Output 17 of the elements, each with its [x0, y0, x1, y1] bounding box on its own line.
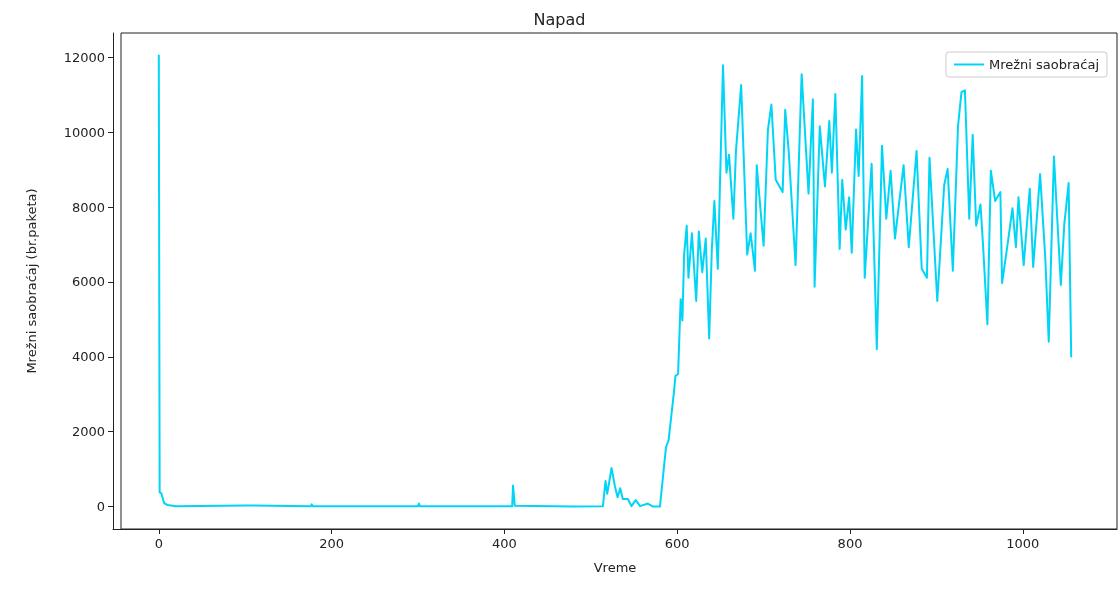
- chart-title: Napad: [533, 9, 586, 29]
- x-tick-label: 800: [837, 536, 863, 551]
- y-tick-label: 6000: [71, 274, 105, 290]
- x-axis-title: Vreme: [593, 560, 637, 575]
- y-tick-label: 0: [96, 499, 105, 515]
- legend-label: Mrežni saobraćaj: [988, 57, 1099, 72]
- x-tick-label: 200: [319, 536, 345, 551]
- y-tick-label: 8000: [71, 199, 105, 215]
- y-tick-label: 10000: [63, 124, 105, 140]
- y-axis-title: Mrežni saobraćaj (br.paketa): [24, 188, 39, 374]
- y-tick-label: 2000: [71, 424, 105, 440]
- x-tick-label: 400: [491, 536, 517, 551]
- y-tick-label: 12000: [63, 49, 105, 65]
- y-tick-label: 4000: [71, 349, 105, 365]
- x-tick-label: 1000: [1006, 536, 1040, 551]
- x-tick-label: 0: [154, 536, 163, 551]
- x-tick-label: 600: [664, 536, 690, 551]
